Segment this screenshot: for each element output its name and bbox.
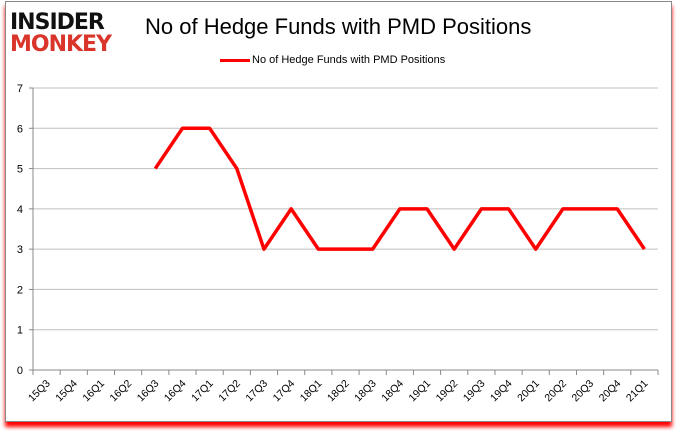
legend: No of Hedge Funds with PMD Positions	[220, 54, 445, 66]
y-tick-label: 0	[17, 365, 23, 377]
x-tick-label: 19Q3	[461, 378, 488, 405]
x-tick-label: 21Q1	[624, 378, 651, 405]
insider-monkey-logo: INSIDER MONKEY	[10, 10, 128, 57]
x-tick-label: 20Q3	[570, 378, 597, 405]
y-tick-label: 4	[17, 204, 23, 216]
x-tick-label: 20Q2	[542, 378, 569, 405]
chart-title: No of Hedge Funds with PMD Positions	[145, 14, 532, 39]
x-tick-label: 16Q4	[162, 378, 189, 405]
legend-label: No of Hedge Funds with PMD Positions	[252, 54, 446, 66]
y-tick-label: 1	[17, 325, 23, 337]
x-tick-label: 18Q1	[298, 378, 325, 405]
x-tick-label: 16Q1	[80, 378, 107, 405]
x-tick-label: 17Q3	[243, 378, 270, 405]
x-tick-label: 15Q4	[53, 378, 80, 405]
y-tick-label: 5	[17, 164, 23, 176]
x-tick-label: 17Q2	[216, 378, 243, 405]
x-tick-label: 19Q1	[406, 378, 433, 405]
x-tick-label: 18Q3	[352, 378, 379, 405]
logo-line2: MONKEY	[10, 32, 112, 57]
logo-line1: INSIDER	[10, 10, 105, 35]
y-tick-label: 3	[17, 244, 23, 256]
x-tick-label: 17Q4	[271, 378, 298, 405]
x-tick-label: 18Q2	[325, 378, 352, 405]
x-tick-label: 20Q4	[597, 378, 624, 405]
x-tick-label: 18Q4	[379, 378, 406, 405]
x-tick-label: 16Q3	[135, 378, 162, 405]
x-tick-label: 16Q2	[108, 378, 135, 405]
x-tick-label: 19Q2	[434, 378, 461, 405]
y-tick-label: 6	[17, 123, 23, 135]
x-tick-label: 17Q1	[189, 378, 216, 405]
y-tick-label: 2	[17, 284, 23, 296]
legend-swatch	[220, 58, 250, 62]
x-tick-label: 20Q1	[515, 378, 542, 405]
series-line	[153, 126, 646, 251]
x-tick-label: 15Q3	[26, 378, 53, 405]
x-tick-label: 19Q4	[488, 378, 515, 405]
y-tick-label: 7	[17, 83, 23, 95]
